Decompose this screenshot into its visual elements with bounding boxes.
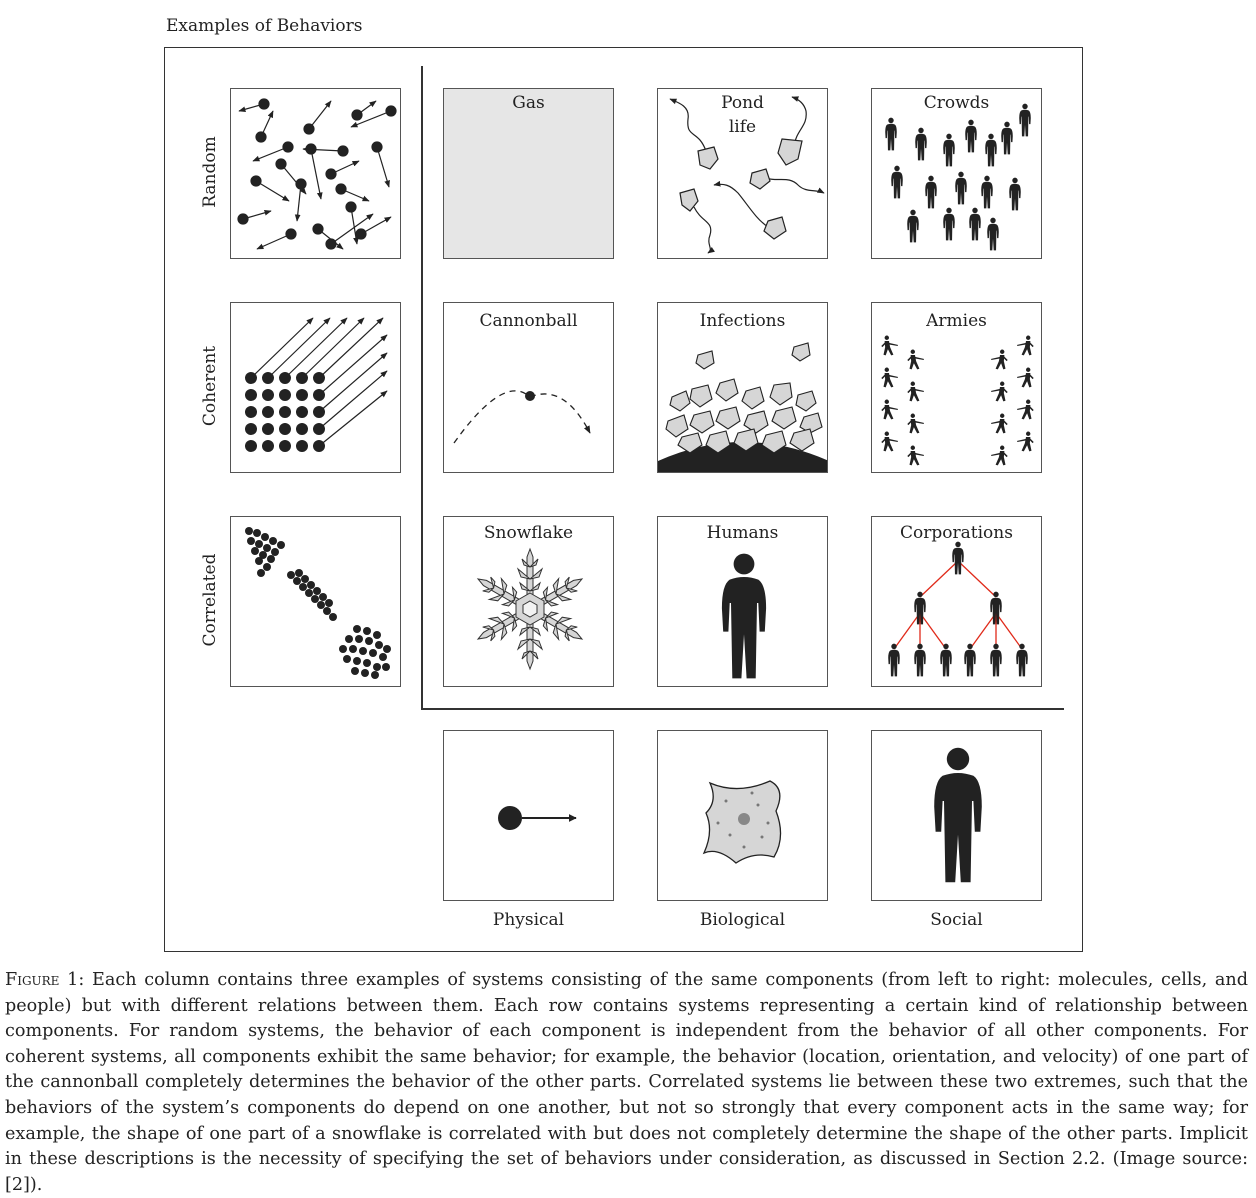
cannonball-panel: Cannonball: [443, 302, 614, 473]
social-person-graphic: [934, 747, 982, 883]
correlated-molecules-panel: [230, 516, 401, 687]
row-label-random: Random: [200, 136, 220, 208]
biological-cell-panel: [657, 730, 828, 901]
figure-caption: Figure 1: Each column contains three exa…: [5, 968, 1248, 1198]
figure-frame: [164, 47, 1083, 952]
axis-vertical-divider: [421, 66, 423, 710]
axis-horizontal-divider: [421, 708, 1064, 710]
crowds-label: Crowds: [923, 93, 990, 113]
random-molecules-panel: [230, 88, 401, 259]
molecule-arrow-graphic: [498, 806, 577, 830]
random-arrows-graphic: [237, 98, 397, 250]
humans-person-graphic: [721, 553, 767, 679]
pond-life-panel: Pond life: [657, 88, 828, 259]
gas-label: Gas: [512, 93, 545, 113]
pond-life-cells-graphic: [669, 96, 825, 254]
snowflake-panel: Snowflake: [443, 516, 614, 687]
infections-panel: Infections: [657, 302, 828, 473]
cannonball-label: Cannonball: [479, 311, 578, 331]
humans-panel: Humans: [657, 516, 828, 687]
cannonball-trajectory-graphic: [453, 390, 591, 444]
physical-molecule-panel: [443, 730, 614, 901]
armies-label: Armies: [926, 311, 987, 331]
crowds-panel: Crowds: [871, 88, 1042, 259]
caption-text: : Each column contains three examples of…: [5, 970, 1248, 1195]
caption-figure-label: Figure 1: [5, 970, 79, 990]
humans-label: Humans: [706, 523, 779, 543]
corporations-hierarchy-graphic: [888, 541, 1028, 677]
row-label-coherent: Coherent: [200, 345, 220, 427]
infections-cells-graphic: [658, 342, 827, 472]
corporations-panel: Corporations: [871, 516, 1042, 687]
column-label-biological: Biological: [699, 910, 786, 930]
pond-life-label-line2: life: [728, 117, 757, 137]
armies-panel: Armies: [871, 302, 1042, 473]
corporations-label: Corporations: [900, 523, 1013, 543]
cell-graphic: [702, 780, 782, 864]
coherent-grid-graphic: [245, 317, 388, 452]
correlated-dots-graphic: [245, 527, 391, 679]
coherent-molecules-panel: [230, 302, 401, 473]
row-label-correlated: Correlated: [200, 553, 220, 647]
pond-life-label-line1: Pond: [721, 93, 764, 113]
infections-label: Infections: [699, 311, 786, 331]
figure-title: Examples of Behaviors: [166, 16, 363, 36]
column-label-physical: Physical: [492, 910, 565, 930]
gas-panel: Gas: [443, 88, 614, 259]
column-label-social: Social: [930, 910, 983, 930]
armies-soldiers-graphic: [881, 335, 1034, 466]
snowflake-graphic: [471, 547, 589, 670]
snowflake-label: Snowflake: [483, 523, 574, 543]
social-person-panel: [871, 730, 1042, 901]
crowds-people-graphic: [885, 103, 1031, 251]
